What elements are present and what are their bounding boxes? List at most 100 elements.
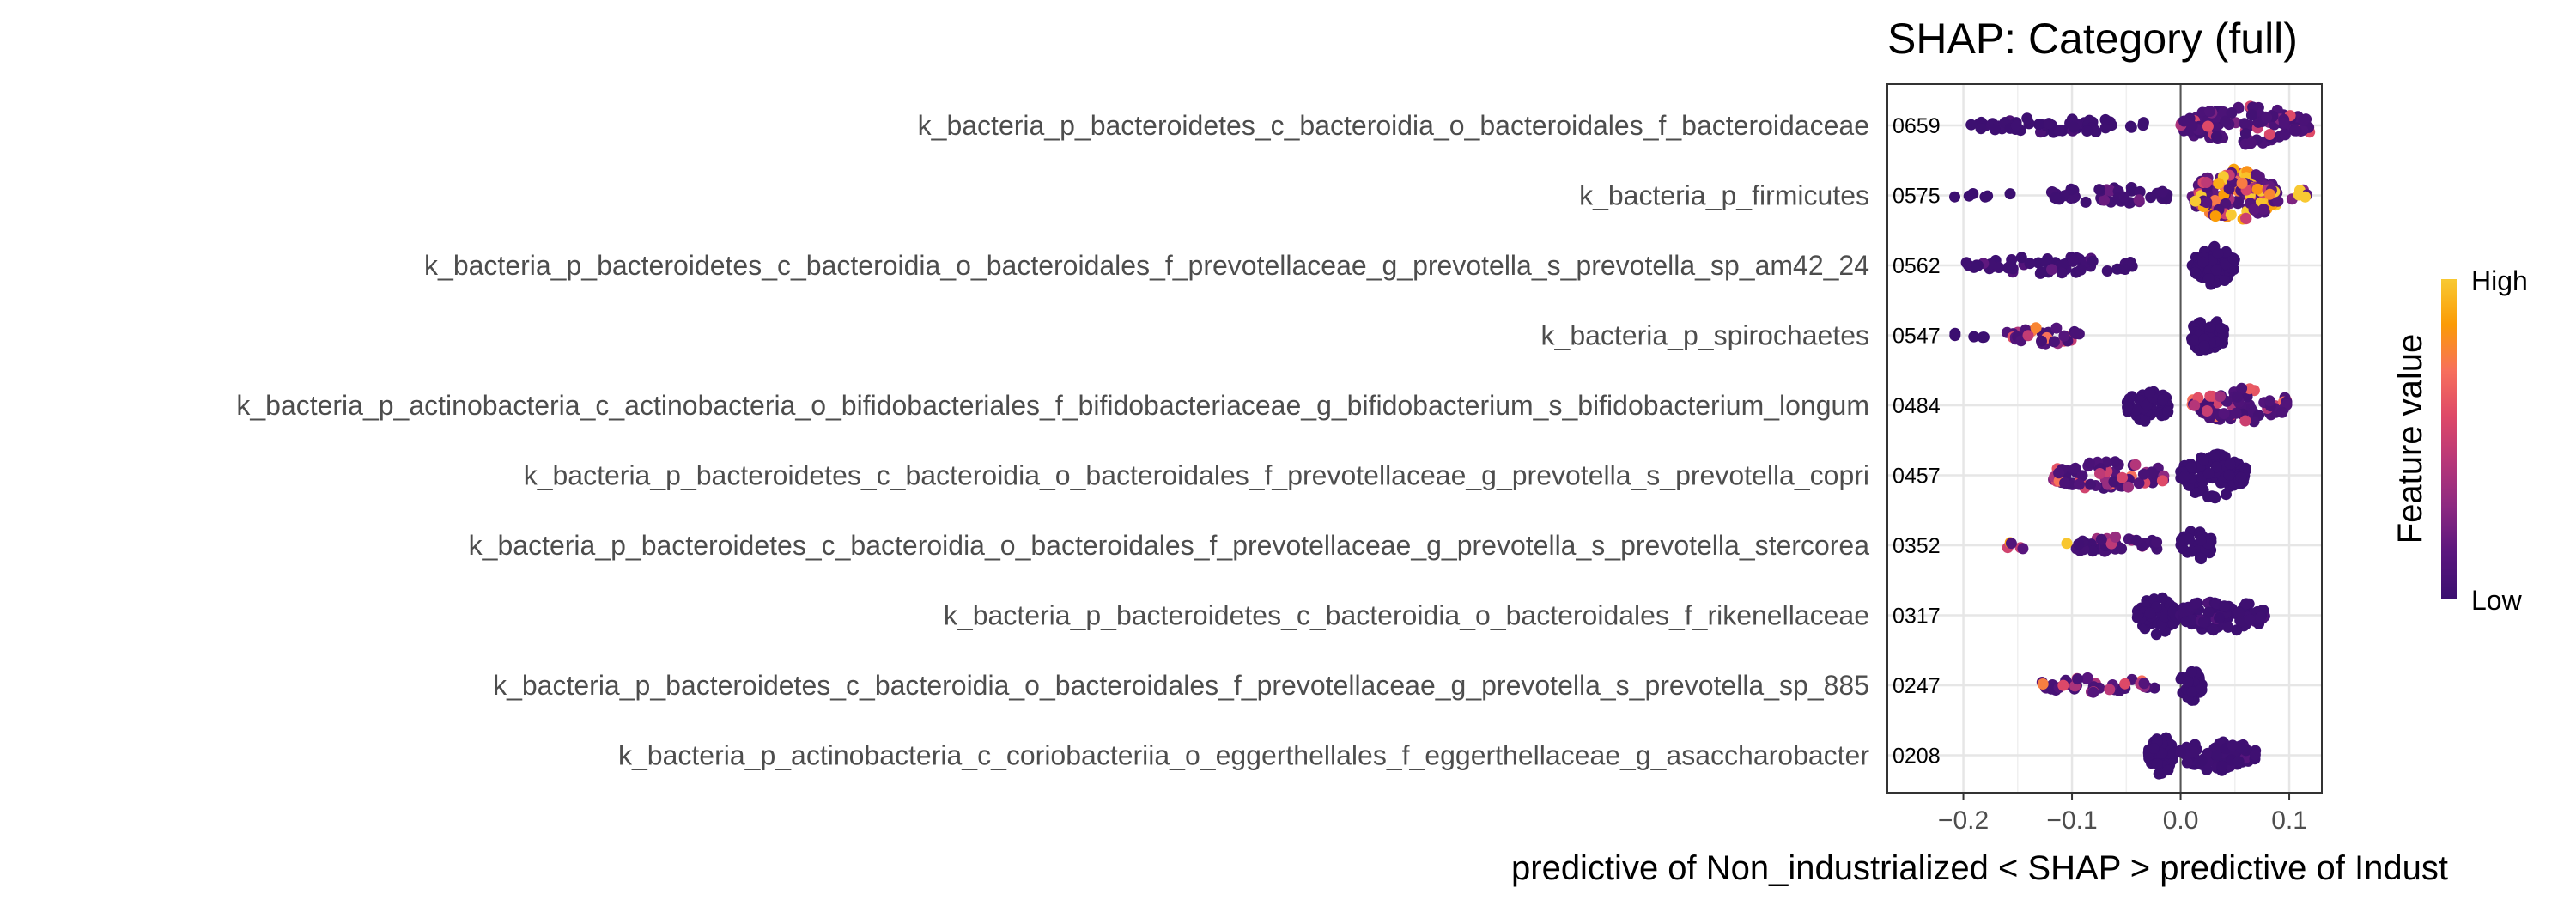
feature-label: k_bacteria_p_actinobacteria_c_coriobacte… xyxy=(618,740,1869,771)
shap-point xyxy=(2175,746,2187,758)
x-axis-label: predictive of Non_industrialized < SHAP … xyxy=(1511,849,2448,887)
shap-point xyxy=(2194,552,2206,564)
shap-point xyxy=(2130,534,2142,546)
shap-point xyxy=(2116,543,2128,555)
shap-point xyxy=(2068,121,2080,133)
shap-point xyxy=(2132,610,2144,622)
shap-point xyxy=(2057,679,2069,691)
shap-point xyxy=(2208,491,2221,502)
mean-shap-label: 0208 xyxy=(1893,745,1941,769)
feature-label: k_bacteria_p_bacteroidetes_c_bacteroidia… xyxy=(493,670,1869,701)
shap-point xyxy=(2148,743,2160,754)
shap-point xyxy=(2216,760,2228,772)
shap-point xyxy=(1971,259,1983,271)
shap-point xyxy=(2224,459,2236,470)
shap-point xyxy=(2186,545,2198,557)
shap-point xyxy=(2201,197,2213,209)
shap-point xyxy=(2081,672,2093,684)
shap-point xyxy=(2069,462,2081,474)
shap-point xyxy=(1967,188,1979,199)
shap-point xyxy=(1960,257,1972,269)
shap-point xyxy=(2119,678,2131,690)
shap-point xyxy=(2251,183,2263,195)
shap-point xyxy=(2087,255,2099,267)
shap-point xyxy=(2222,621,2234,633)
shap-point xyxy=(2125,121,2137,133)
feature-label: k_bacteria_p_bacteroidetes_c_bacteroidia… xyxy=(469,530,1870,561)
x-tick-label: −0.1 xyxy=(2046,806,2097,835)
shap-point xyxy=(2220,258,2232,271)
shap-point xyxy=(2076,470,2088,482)
shap-point xyxy=(2202,273,2215,285)
shap-point xyxy=(2151,758,2163,769)
shap-point xyxy=(2232,198,2244,210)
shap-point xyxy=(2156,475,2168,487)
x-tick-label: 0.1 xyxy=(2271,806,2307,835)
shap-point xyxy=(2185,461,2197,473)
shap-point xyxy=(2087,686,2099,698)
shap-point xyxy=(2223,469,2235,481)
shap-point xyxy=(2198,340,2210,352)
shap-point xyxy=(2156,592,2168,604)
shap-point xyxy=(2137,468,2149,480)
shap-point xyxy=(2043,118,2055,130)
shap-point xyxy=(2099,194,2110,206)
shap-point xyxy=(2181,757,2193,769)
shap-point xyxy=(2227,739,2239,751)
mean-shap-label: 0575 xyxy=(1893,185,1941,209)
mean-shap-label: 0317 xyxy=(1893,605,1941,629)
shap-point xyxy=(2061,538,2073,550)
shap-point xyxy=(2212,247,2224,259)
shap-point xyxy=(2129,459,2142,471)
shap-point xyxy=(2250,169,2262,181)
shap-point xyxy=(2213,178,2225,190)
shap-point xyxy=(2066,184,2078,196)
shap-point xyxy=(2137,117,2149,129)
shap-point xyxy=(2220,115,2232,127)
shap-point xyxy=(2144,607,2156,619)
shap-point xyxy=(2093,184,2105,196)
shap-point xyxy=(2233,607,2245,619)
shap-point xyxy=(2261,112,2273,124)
shap-point xyxy=(2073,538,2085,550)
shap-point xyxy=(2040,256,2052,268)
shap-point xyxy=(2240,212,2251,224)
shap-point xyxy=(2130,404,2142,416)
shap-point xyxy=(2123,481,2135,493)
shap-point xyxy=(2202,467,2215,479)
shap-point xyxy=(2110,531,2122,543)
feature-label: k_bacteria_p_bacteroidetes_c_bacteroidia… xyxy=(944,600,1869,631)
mean-shap-label: 0562 xyxy=(1893,254,1941,278)
shap-point xyxy=(2178,606,2190,618)
shap-point xyxy=(2197,256,2209,268)
feature-label: k_bacteria_p_bacteroidetes_c_bacteroidia… xyxy=(918,110,1869,141)
mean-shap-labels: 0659 0575 0562 0547 0484 0457 0352 0317 0247 0208 xyxy=(1893,114,1941,769)
shap-point xyxy=(2037,678,2049,690)
mean-shap-label: 0659 xyxy=(1893,114,1941,138)
shap-point xyxy=(2239,118,2251,130)
shap-point xyxy=(2215,391,2226,403)
shap-point xyxy=(2255,611,2267,623)
mean-shap-label: 0247 xyxy=(1893,674,1941,698)
shap-point xyxy=(2074,478,2085,490)
shap-point xyxy=(2046,264,2057,276)
shap-point xyxy=(2248,416,2260,428)
shap-point xyxy=(2236,177,2248,189)
shap-point xyxy=(1975,123,1987,135)
shap-point xyxy=(2263,129,2275,140)
chart-title: SHAP: Category (full) xyxy=(1887,15,2298,63)
feature-label: k_bacteria_p_actinobacteria_c_actinobact… xyxy=(236,390,1869,421)
shap-point xyxy=(2058,330,2070,342)
shap-point xyxy=(2021,112,2033,125)
shap-point xyxy=(2203,321,2215,333)
shap-point xyxy=(2196,683,2208,695)
shap-point xyxy=(2263,395,2275,407)
shap-point xyxy=(2248,204,2260,216)
shap-point xyxy=(2095,533,2107,545)
shap-point xyxy=(1982,190,1994,202)
shap-point xyxy=(2209,195,2221,206)
shap-point xyxy=(2104,684,2116,696)
shap-point xyxy=(2214,612,2225,624)
shap-point xyxy=(2030,322,2042,334)
shap-point xyxy=(2245,137,2257,149)
